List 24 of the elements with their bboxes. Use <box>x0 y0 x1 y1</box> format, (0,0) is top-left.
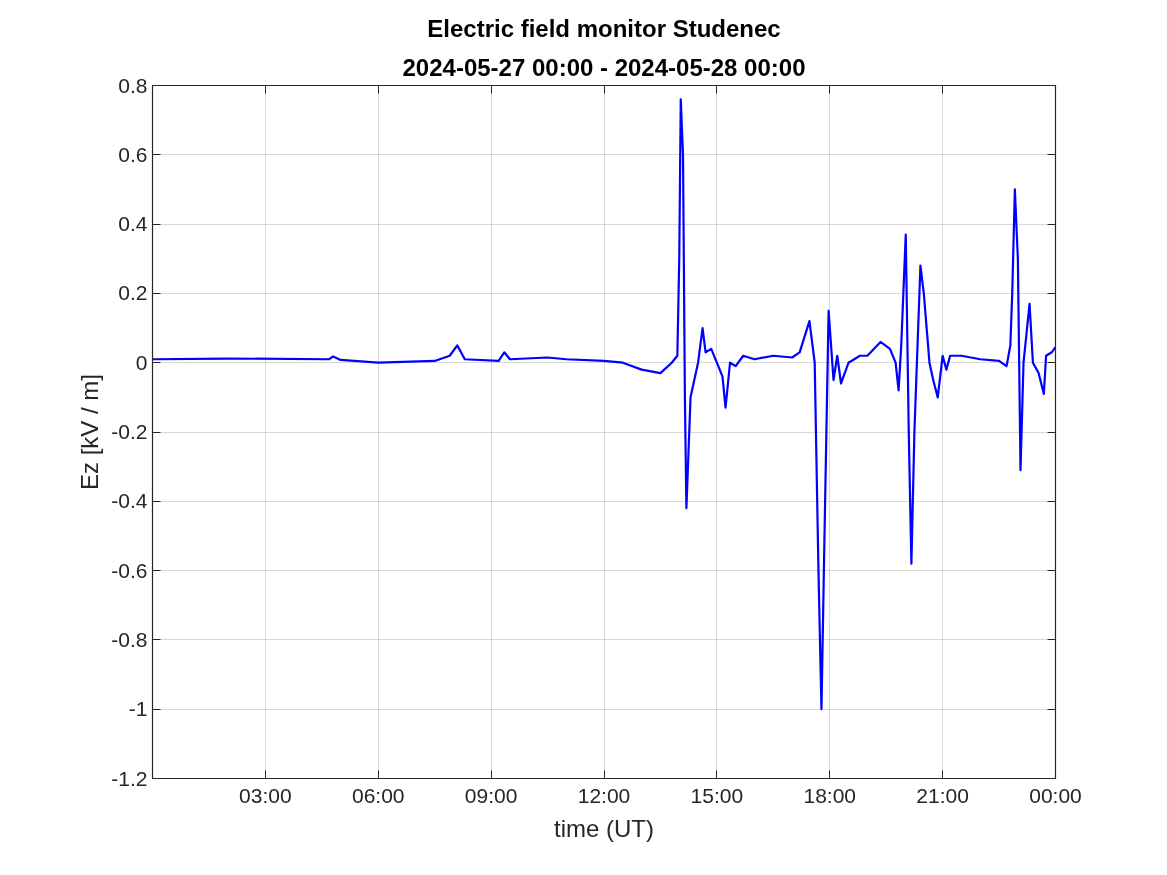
y-tick-label: 0 <box>135 350 148 374</box>
x-tick-label: 06:00 <box>351 783 405 807</box>
x-tick-label: 03:00 <box>239 783 292 807</box>
y-tick-label: -0.2 <box>111 420 148 443</box>
x-tick-label: 12:00 <box>577 783 631 807</box>
chart-subtitle: 2024-05-27 00:00 - 2024-05-28 00:00 <box>402 53 806 81</box>
y-tick-label: 0.4 <box>118 212 148 236</box>
y-tick-label: 0.6 <box>118 142 148 166</box>
y-tick-label: -0.8 <box>111 627 148 651</box>
y-tick-label: -0.6 <box>111 558 148 582</box>
x-tick-label: 09:00 <box>464 783 518 807</box>
x-tick-label: 15:00 <box>690 783 744 807</box>
y-tick-label: -1.2 <box>111 766 148 790</box>
y-axis-title: Ez [kV / m] <box>76 373 104 491</box>
x-tick-label: 21:00 <box>916 783 969 807</box>
line-series <box>152 98 1056 711</box>
chart-title: Electric field monitor Studenec <box>427 14 781 42</box>
x-tick-label: 18:00 <box>803 783 857 807</box>
y-tick-label: -1 <box>128 697 148 721</box>
x-axis-title: time (UT) <box>554 814 654 842</box>
y-tick-label: -0.4 <box>111 489 148 513</box>
x-tick-label: 00:00 <box>1029 783 1082 807</box>
y-tick-label: 0.8 <box>118 73 148 97</box>
y-tick-label: 0.2 <box>118 281 148 305</box>
